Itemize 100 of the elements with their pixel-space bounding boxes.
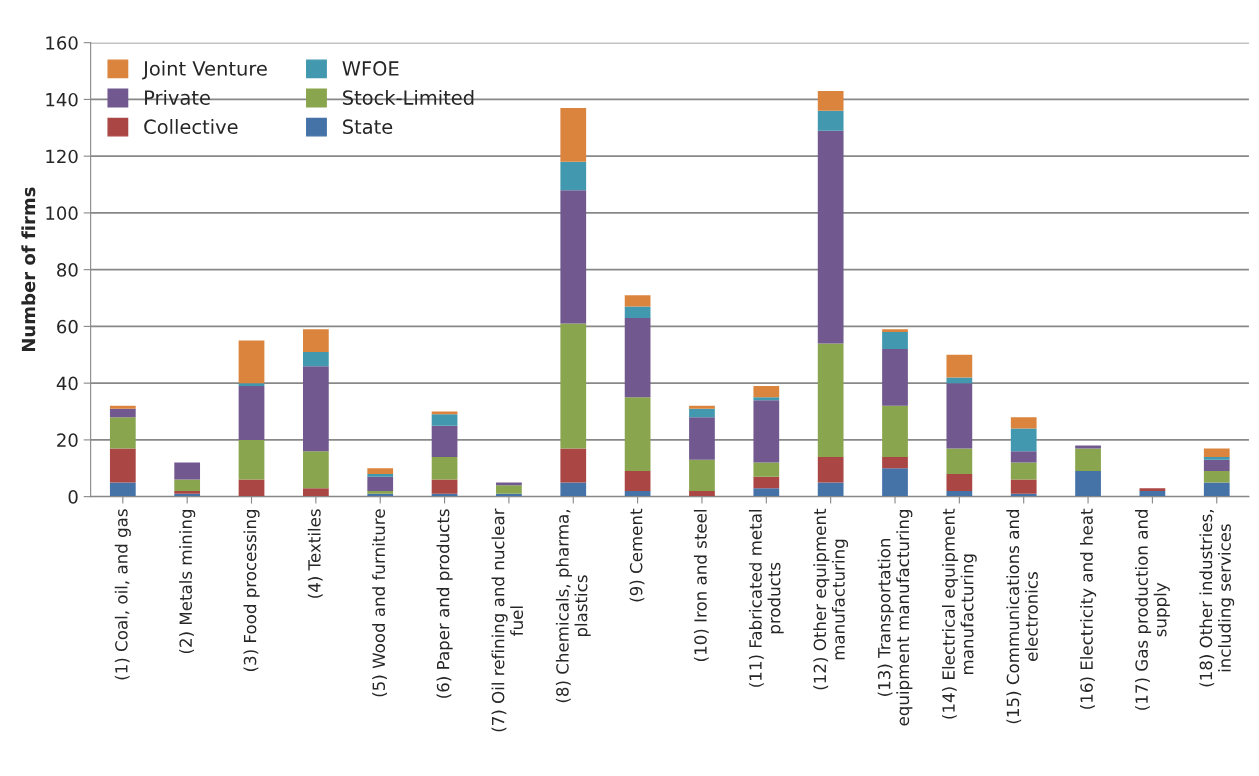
bar bbox=[109, 408, 136, 418]
x-tick-label: (12) Other equipment manufacturing bbox=[813, 508, 849, 690]
bar bbox=[367, 468, 394, 474]
bar bbox=[1203, 459, 1230, 472]
bar bbox=[174, 462, 201, 480]
bar bbox=[109, 448, 136, 483]
bar bbox=[689, 408, 715, 418]
legend-label: Collective bbox=[144, 119, 238, 135]
bar bbox=[882, 329, 908, 333]
bar bbox=[1203, 448, 1230, 457]
x-tick-label: (8) Chemicals, pharma, plastics bbox=[555, 510, 591, 703]
bar bbox=[431, 425, 458, 457]
bar bbox=[109, 405, 136, 409]
bar bbox=[882, 468, 908, 497]
x-tick-label: (7) Oil refining and nuclear fuel bbox=[491, 508, 524, 732]
legend-label: Private bbox=[145, 89, 210, 105]
x-tick-label: (10) Iron and steel bbox=[693, 510, 709, 661]
bar bbox=[238, 479, 265, 497]
x-tick-label: (17) Gas production and supply bbox=[1135, 509, 1170, 710]
bar bbox=[946, 473, 973, 491]
bar bbox=[882, 456, 908, 469]
bar bbox=[174, 479, 201, 491]
x-tick-label: (4) Textiles bbox=[307, 509, 323, 598]
bar bbox=[1010, 479, 1037, 494]
x-tick-label: (13) Transportation equipment manufacturing bbox=[877, 509, 913, 726]
bar bbox=[1010, 417, 1037, 429]
bar bbox=[560, 448, 587, 483]
bar bbox=[303, 329, 329, 352]
bar bbox=[1010, 428, 1037, 452]
legend-label: WFOE bbox=[342, 61, 399, 76]
x-tick-label: (14) Electrical equipment manufacturing bbox=[941, 508, 977, 719]
x-tick-label: (16) Electricity and heat bbox=[1079, 508, 1097, 709]
y-tick-label: 140 bbox=[46, 92, 78, 107]
bar bbox=[1203, 482, 1230, 497]
x-tick-label: (1) Coal, oil, and gas bbox=[114, 509, 131, 680]
y-tick-label: 20 bbox=[57, 433, 78, 448]
bar bbox=[753, 400, 780, 463]
bar bbox=[624, 471, 651, 491]
bar bbox=[817, 456, 844, 483]
bar bbox=[431, 456, 458, 480]
bar bbox=[1139, 488, 1166, 491]
bar bbox=[1203, 471, 1230, 483]
x-tick-label: (9) Cement bbox=[629, 508, 645, 602]
bar bbox=[882, 405, 908, 457]
bar bbox=[624, 306, 651, 318]
bar bbox=[560, 190, 587, 324]
y-tick-label: 80 bbox=[57, 263, 78, 277]
y-tick-label: 120 bbox=[46, 149, 78, 164]
bar bbox=[753, 462, 780, 477]
y-tick-label: 60 bbox=[57, 319, 78, 334]
bar bbox=[560, 482, 587, 497]
bar bbox=[817, 130, 844, 344]
bar bbox=[496, 482, 522, 486]
bar bbox=[624, 397, 651, 472]
x-tick-label: (11) Fabricated metal products bbox=[748, 510, 784, 687]
bar bbox=[303, 351, 329, 367]
bar bbox=[753, 385, 780, 398]
y-axis-title: Number of firms bbox=[21, 187, 36, 352]
bar bbox=[238, 385, 265, 440]
bar bbox=[753, 397, 780, 401]
bar bbox=[367, 476, 394, 491]
bar bbox=[109, 482, 136, 497]
bar bbox=[238, 439, 265, 480]
bar bbox=[946, 383, 973, 449]
bar bbox=[109, 417, 136, 449]
bar bbox=[946, 448, 973, 474]
bar bbox=[817, 482, 844, 497]
bar bbox=[1010, 462, 1037, 480]
bar bbox=[689, 405, 715, 409]
bar bbox=[431, 479, 458, 494]
bar bbox=[560, 323, 587, 449]
bar bbox=[238, 383, 265, 386]
bar bbox=[303, 488, 329, 497]
bar bbox=[1075, 471, 1101, 497]
bar bbox=[496, 485, 522, 494]
bar bbox=[882, 332, 908, 350]
bar bbox=[817, 343, 844, 457]
bar bbox=[946, 354, 973, 378]
y-tick-label: 40 bbox=[56, 376, 78, 391]
y-tick-label: 0 bbox=[68, 490, 78, 504]
x-tick-label: (3) Food processing bbox=[243, 509, 260, 671]
legend-label: State bbox=[343, 119, 393, 135]
x-tick-label: (18) Other industries, including services bbox=[1199, 510, 1235, 687]
bar bbox=[303, 451, 329, 489]
bar bbox=[817, 90, 844, 111]
bar bbox=[689, 417, 715, 460]
x-tick-label: (6) Paper and products bbox=[436, 509, 453, 698]
bar bbox=[882, 349, 908, 406]
bar bbox=[624, 295, 651, 307]
bar bbox=[624, 317, 651, 398]
y-tick-label: 160 bbox=[46, 36, 78, 50]
bar bbox=[303, 366, 329, 452]
bar bbox=[1075, 448, 1101, 472]
x-tick-label: (15) Communications and electronics bbox=[1006, 509, 1038, 724]
y-tick-label: 100 bbox=[46, 206, 78, 221]
bar bbox=[367, 473, 394, 477]
legend-label: Joint Venture bbox=[142, 60, 267, 80]
bar bbox=[238, 340, 265, 384]
bar bbox=[689, 459, 715, 491]
bar bbox=[753, 488, 780, 497]
